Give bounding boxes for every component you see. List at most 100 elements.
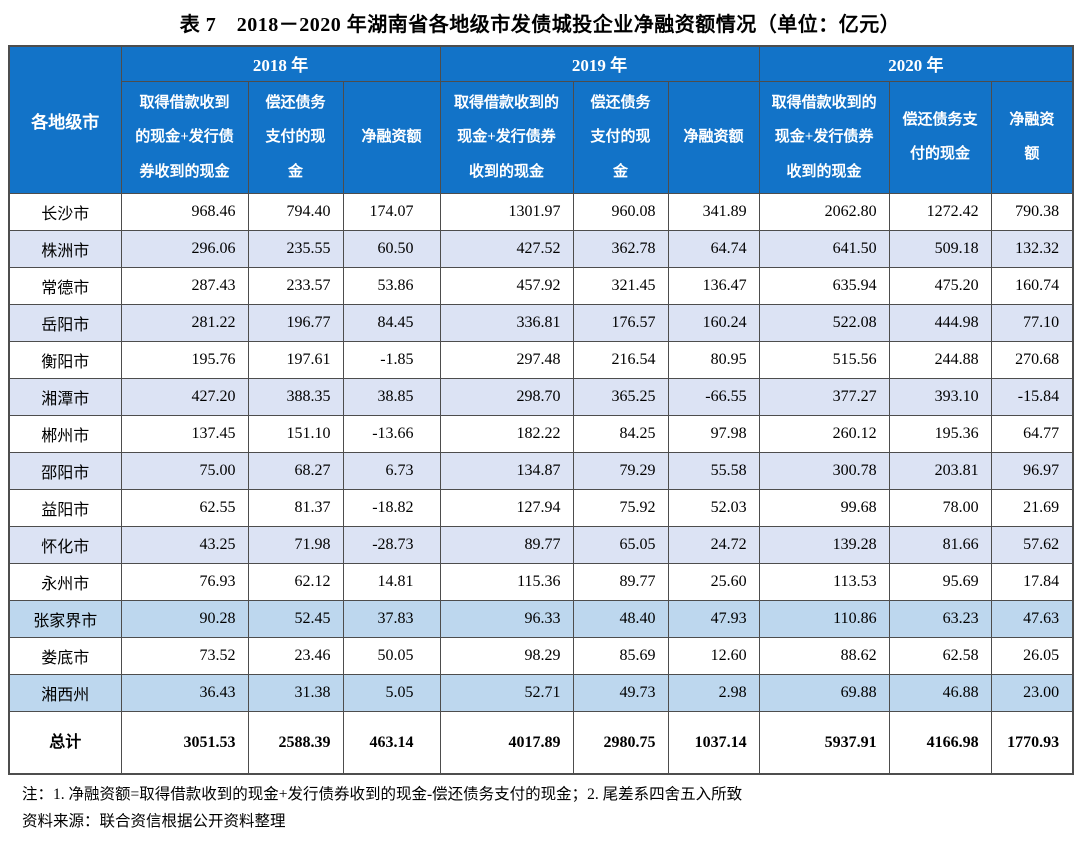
value-cell-2020-borrowings: 377.27 [758, 378, 890, 416]
table-header: 各地级市 2018 年 2019 年 2020 年 取得借款收到的现金+发行债券… [8, 45, 1074, 194]
value-cell-2019-net: 47.93 [667, 600, 760, 638]
value-cell-2018-repayment: 233.57 [247, 267, 344, 305]
value-cell-2018-repayment: 151.10 [247, 415, 344, 453]
value-cell-2020-net: 64.77 [990, 415, 1074, 453]
value-cell-2020-repayment: 475.20 [888, 267, 992, 305]
city-cell: 郴州市 [8, 415, 122, 453]
table-row: 长沙市 968.46 794.40 174.07 1301.97 960.08 … [8, 193, 1074, 231]
value-cell-2018-net: 38.85 [342, 378, 441, 416]
value-cell-2020-net: 96.97 [990, 452, 1074, 490]
table-row: 益阳市 62.55 81.37 -18.82 127.94 75.92 52.0… [8, 489, 1074, 527]
value-cell-2020-net: 21.69 [990, 489, 1074, 527]
value-cell-2018-net: -18.82 [342, 489, 441, 527]
value-cell-2018-repayment: 68.27 [247, 452, 344, 490]
value-cell-2020-borrowings: 260.12 [758, 415, 890, 453]
value-cell-2019-net: 1037.14 [667, 711, 760, 774]
value-cell-2018-net: 84.45 [342, 304, 441, 342]
value-cell-2019-net: 341.89 [667, 193, 760, 231]
value-cell-2020-net: 132.32 [990, 230, 1074, 268]
value-cell-2018-borrowings: 73.52 [120, 637, 249, 675]
city-cell: 娄底市 [8, 637, 122, 675]
value-cell-2018-repayment: 62.12 [247, 563, 344, 601]
value-cell-2019-net: 24.72 [667, 526, 760, 564]
value-cell-2019-borrowings: 96.33 [439, 600, 574, 638]
value-cell-2020-repayment: 78.00 [888, 489, 992, 527]
value-cell-2019-borrowings: 297.48 [439, 341, 574, 379]
value-cell-2018-repayment: 52.45 [247, 600, 344, 638]
footnote-source: 资料来源：联合资信根据公开资料整理 [22, 813, 286, 831]
year-header-row: 各地级市 2018 年 2019 年 2020 年 [8, 45, 1074, 194]
value-cell-2019-net: 97.98 [667, 415, 760, 453]
value-cell-2018-net: 5.05 [342, 674, 441, 712]
document-page: 表 7 2018－2020 年湖南省各地级市发债城投企业净融资额情况（单位：亿元… [8, 14, 1075, 831]
value-cell-2020-borrowings: 88.62 [758, 637, 890, 675]
city-cell: 衡阳市 [8, 341, 122, 379]
value-cell-2019-repayment: 49.73 [572, 674, 669, 712]
value-cell-2018-borrowings: 90.28 [120, 600, 249, 638]
table-row: 常德市 287.43 233.57 53.86 457.92 321.45 13… [8, 267, 1074, 305]
value-cell-2018-borrowings: 137.45 [120, 415, 249, 453]
sub-header-row: 取得借款收到的现金+发行债券收到的现金 偿还债务支付的现金 净融资额 取得借款收… [9, 80, 1074, 194]
value-cell-2020-net: -15.84 [990, 378, 1074, 416]
value-cell-2018-net: 60.50 [342, 230, 441, 268]
value-cell-2020-borrowings: 113.53 [758, 563, 890, 601]
value-cell-2019-borrowings: 427.52 [439, 230, 574, 268]
value-cell-2020-repayment: 1272.42 [888, 193, 992, 231]
table-row: 娄底市 73.52 23.46 50.05 98.29 85.69 12.60 … [8, 637, 1074, 675]
year-header-2018: 2018 年 [120, 45, 441, 82]
value-cell-2020-repayment: 63.23 [888, 600, 992, 638]
value-cell-2019-repayment: 89.77 [572, 563, 669, 601]
value-cell-2019-borrowings: 52.71 [439, 674, 574, 712]
value-cell-2020-repayment: 62.58 [888, 637, 992, 675]
subheader-2020-borrowings: 取得借款收到的现金+发行债券收到的现金 [758, 80, 890, 194]
value-cell-2020-repayment: 244.88 [888, 341, 992, 379]
value-cell-2018-repayment: 196.77 [247, 304, 344, 342]
city-cell: 湘潭市 [8, 378, 122, 416]
value-cell-2018-borrowings: 968.46 [120, 193, 249, 231]
value-cell-2018-net: 50.05 [342, 637, 441, 675]
table-row: 郴州市 137.45 151.10 -13.66 182.22 84.25 97… [8, 415, 1074, 453]
subheader-2019-net: 净融资额 [667, 80, 760, 194]
value-cell-2019-net: 52.03 [667, 489, 760, 527]
value-cell-2020-borrowings: 515.56 [758, 341, 890, 379]
value-cell-2018-borrowings: 43.25 [120, 526, 249, 564]
table-row: 永州市 76.93 62.12 14.81 115.36 89.77 25.60… [8, 563, 1074, 601]
value-cell-2020-repayment: 4166.98 [888, 711, 992, 774]
subheader-2020-net: 净融资额 [990, 80, 1074, 194]
value-cell-2019-repayment: 365.25 [572, 378, 669, 416]
value-cell-2018-borrowings: 76.93 [120, 563, 249, 601]
footnote-definition: 注：1. 净融资额=取得借款收到的现金+发行债券收到的现金-偿还债务支付的现金；… [22, 785, 743, 803]
value-cell-2019-repayment: 960.08 [572, 193, 669, 231]
value-cell-2018-borrowings: 427.20 [120, 378, 249, 416]
city-cell: 张家界市 [8, 600, 122, 638]
table-row: 张家界市 90.28 52.45 37.83 96.33 48.40 47.93… [8, 600, 1074, 638]
table-body: 长沙市 968.46 794.40 174.07 1301.97 960.08 … [8, 193, 1074, 774]
city-cell: 怀化市 [8, 526, 122, 564]
table-title: 表 7 2018－2020 年湖南省各地级市发债城投企业净融资额情况（单位：亿元… [179, 14, 901, 36]
value-cell-2018-repayment: 23.46 [247, 637, 344, 675]
table-row: 湘潭市 427.20 388.35 38.85 298.70 365.25 -6… [8, 378, 1074, 416]
value-cell-2018-repayment: 794.40 [247, 193, 344, 231]
value-cell-2018-net: 174.07 [342, 193, 441, 231]
table-row: 怀化市 43.25 71.98 -28.73 89.77 65.05 24.72… [8, 526, 1074, 564]
value-cell-2019-borrowings: 89.77 [439, 526, 574, 564]
value-cell-2019-net: 80.95 [667, 341, 760, 379]
subheader-2020-repayment: 偿还债务支付的现金 [888, 80, 992, 194]
subheader-2019-repayment: 偿还债务支付的现金 [572, 80, 669, 194]
value-cell-2020-repayment: 95.69 [888, 563, 992, 601]
table-row: 湘西州 36.43 31.38 5.05 52.71 49.73 2.98 69… [8, 674, 1074, 712]
value-cell-2019-net: 25.60 [667, 563, 760, 601]
value-cell-2019-borrowings: 336.81 [439, 304, 574, 342]
value-cell-2018-repayment: 388.35 [247, 378, 344, 416]
value-cell-2020-borrowings: 139.28 [758, 526, 890, 564]
value-cell-2019-repayment: 321.45 [572, 267, 669, 305]
city-cell: 长沙市 [8, 193, 122, 231]
corner-header-cell: 各地级市 [8, 45, 122, 194]
value-cell-2019-net: 2.98 [667, 674, 760, 712]
value-cell-2020-borrowings: 99.68 [758, 489, 890, 527]
value-cell-2019-repayment: 85.69 [572, 637, 669, 675]
value-cell-2019-borrowings: 134.87 [439, 452, 574, 490]
value-cell-2020-repayment: 393.10 [888, 378, 992, 416]
value-cell-2019-net: 64.74 [667, 230, 760, 268]
value-cell-2019-borrowings: 98.29 [439, 637, 574, 675]
